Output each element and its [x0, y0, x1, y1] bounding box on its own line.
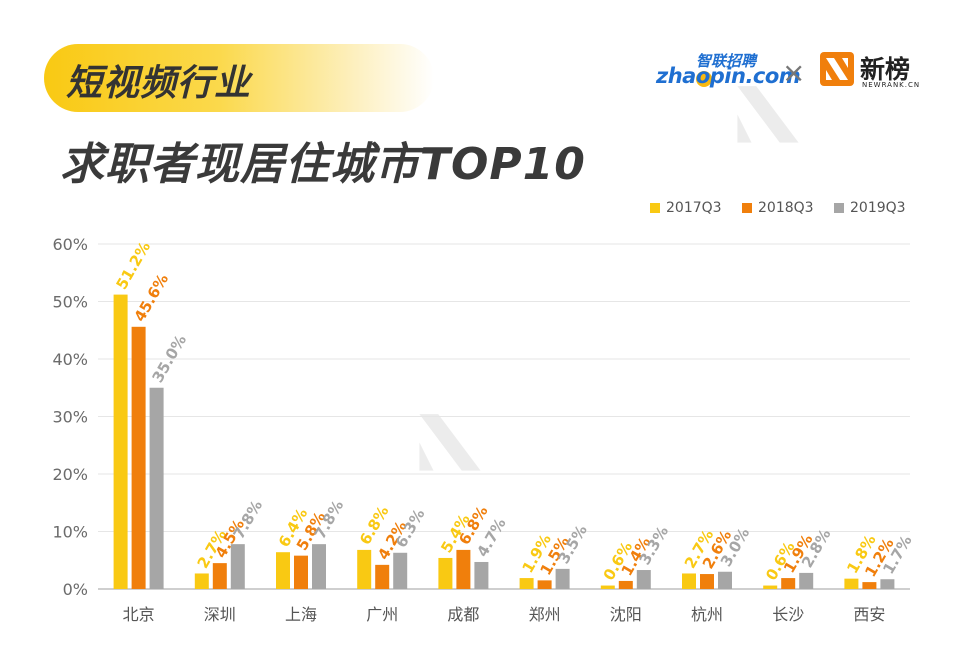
bar: [474, 561, 489, 589]
legend-item-2018q3: 2018Q3: [742, 200, 814, 216]
bar: [131, 326, 146, 589]
bar: [880, 579, 895, 589]
bar: [519, 578, 534, 589]
industry-tag: 短视频行业: [66, 63, 252, 104]
bar: [537, 580, 552, 589]
bar: [682, 573, 696, 589]
watermark-icon: [419, 414, 481, 471]
newrank-logo-icon: [820, 52, 854, 86]
y-tick-label: 40%: [52, 350, 88, 369]
bar: [700, 574, 714, 589]
legend-label-2017q3: 2017Q3: [666, 200, 722, 216]
bar: [555, 568, 570, 589]
newrank-logo-text: 新榜: [860, 55, 911, 84]
bar: [393, 552, 408, 589]
bar: [600, 585, 615, 589]
bar: [212, 563, 227, 589]
bar: [276, 552, 290, 589]
y-tick-label: 20%: [52, 465, 88, 484]
bar: [844, 578, 859, 589]
bar: [194, 573, 209, 589]
y-tick-label: 30%: [52, 408, 88, 427]
y-tick-label: 10%: [52, 523, 88, 542]
x-tick-label: 深圳: [204, 605, 236, 624]
bar: [781, 578, 796, 589]
x-tick-label: 广州: [366, 605, 398, 624]
zhaopin-dot-icon: [696, 71, 712, 87]
y-tick-label: 60%: [52, 235, 88, 254]
zhaopin-logo-text: zhaopin.com: [656, 64, 801, 88]
legend-item-2019q3: 2019Q3: [834, 200, 906, 216]
bar: [799, 572, 814, 589]
x-tick-label: 北京: [123, 605, 155, 624]
x-tick-label: 长沙: [772, 605, 804, 624]
legend-swatch-2018q3: [742, 203, 752, 213]
y-tick-label: 50%: [52, 293, 88, 312]
bar: [294, 555, 308, 589]
partner-logos: 智联招聘 zhaopin.com × 新榜 NEWRANK.CN: [656, 50, 919, 94]
bar: [618, 580, 633, 589]
bar: [438, 557, 453, 589]
bar: [456, 549, 471, 589]
bar: [763, 585, 778, 589]
legend-item-2017q3: 2017Q3: [650, 200, 722, 216]
y-tick-label: 0%: [63, 580, 88, 599]
x-tick-label: 上海: [285, 605, 317, 624]
bar: [718, 571, 732, 589]
bar: [357, 549, 372, 589]
newrank-logo-subtext: NEWRANK.CN: [862, 81, 921, 89]
bar: [113, 294, 128, 589]
legend-swatch-2017q3: [650, 203, 660, 213]
legend-swatch-2019q3: [834, 203, 844, 213]
legend-label-2018q3: 2018Q3: [758, 200, 814, 216]
bar: [149, 387, 164, 589]
bar: [636, 570, 651, 589]
header-tag-background: [44, 44, 434, 112]
x-tick-label: 成都: [447, 605, 479, 624]
x-tick-label: 杭州: [691, 605, 723, 624]
bar: [312, 544, 326, 589]
legend-label-2019q3: 2019Q3: [850, 200, 906, 216]
x-tick-label: 郑州: [529, 605, 561, 624]
x-tick-label: 西安: [853, 605, 885, 624]
bar-value-label: 45.6%: [130, 271, 172, 325]
x-tick-label: 沈阳: [610, 605, 642, 624]
bar: [230, 544, 245, 589]
page-title: 求职者现居住城市TOP10: [60, 139, 586, 190]
zhaopin-logo-cn: 智联招聘: [696, 52, 757, 70]
bar: [375, 564, 390, 589]
bar: [862, 582, 877, 589]
watermark-icon: [737, 86, 799, 143]
times-icon: ×: [782, 56, 806, 89]
